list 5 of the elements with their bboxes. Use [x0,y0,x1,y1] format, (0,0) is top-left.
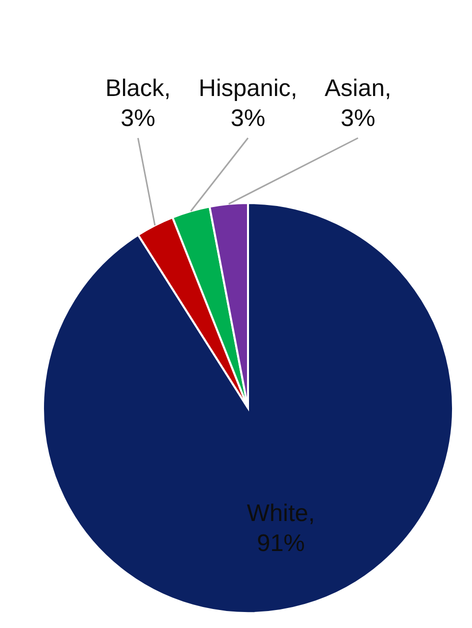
slice-label: White, 91% [246,500,315,558]
slice-label: Black, 3% [105,75,171,132]
slice-label: Asian, 3% [324,75,392,132]
pie-slice [42,202,454,614]
slice-label: Hispanic, 3% [198,75,298,132]
